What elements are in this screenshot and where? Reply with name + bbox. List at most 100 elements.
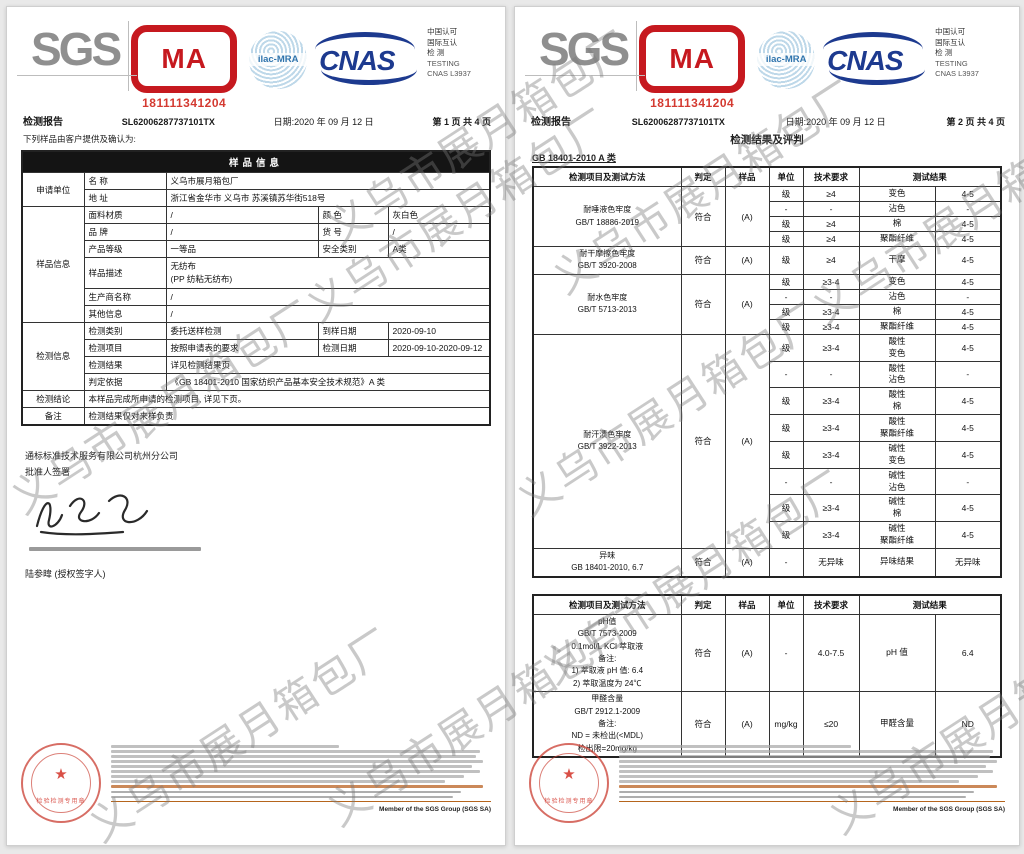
results-header-row: 检测项目及测试方法 判定 样品 单位 技术要求 测试结果 <box>532 594 1002 615</box>
unit-cell: 级 <box>768 494 804 523</box>
req-cell: ≥3-4 <box>802 303 860 320</box>
req-cell: ≥4 <box>802 186 860 202</box>
report-date: 日期:2020 年 09 月 12 日 <box>785 117 886 127</box>
result-row: 级 ≥3-4 酸性 棉 4-5 <box>533 387 1002 416</box>
section-conclusion: 检测结论 <box>21 389 85 408</box>
result-row: 耐汗渍色牢度 GB/T 3922-2013 符合 (A) 级 ≥3-4 酸性 变色 4-5 <box>532 333 1002 550</box>
sample-cell: (A) <box>724 273 770 335</box>
sample-cell: (A) <box>724 186 770 247</box>
unit-cell: 级 <box>768 186 804 202</box>
inspection-stamp-icon: ★ 检验检测专用章 <box>529 743 609 823</box>
item-cell: 耐干摩擦色牢度 GB/T 3920-2008 <box>532 246 682 275</box>
unit-cell: 级 <box>768 273 804 290</box>
disclaimer-block: Member of the SGS Group (SGS SA) <box>111 741 491 823</box>
value-safety-class: A类 <box>387 240 491 258</box>
cnas-side-line: CNAS L3937 <box>935 69 979 78</box>
item-cell: 耐汗渍色牢度 GB/T 3922-2013 <box>532 333 682 550</box>
item-cell: 耐唾液色牢度 GB/T 18886-2019 <box>532 186 682 247</box>
section-sample-info: 样品信息 <box>21 206 85 323</box>
name-cell: 棉 <box>858 303 936 320</box>
result-cell: ND <box>934 691 1002 758</box>
value-address: 浙江省金华市 义乌市 苏溪镇苏华街518号 <box>165 189 491 207</box>
value-arrival-date: 2020-09-10 <box>387 321 491 340</box>
name-cell: 碱性 变色 <box>858 440 936 469</box>
handwritten-signature <box>35 494 149 536</box>
req-cell: ≥3-4 <box>802 333 860 362</box>
value-article-no: / <box>387 223 491 241</box>
result-cell: 4-5 <box>934 333 1002 362</box>
value-producer: / <box>165 287 491 306</box>
req-cell: ≥4 <box>802 246 860 275</box>
cma-logo: MA 181111341204 <box>639 25 746 110</box>
cma-frame-icon: MA <box>131 25 238 93</box>
item-cell: 异味 GB 18401-2010, 6.7 <box>532 548 682 578</box>
cma-letters: MA <box>669 43 715 74</box>
value-test-items: 按照申请表的要求 <box>165 338 319 357</box>
intro-line: 下列样品由客户提供及确认为: <box>23 134 136 144</box>
cnas-logo: CNAS <box>315 32 418 85</box>
cma-letters: MA <box>161 43 207 74</box>
name-cell: 聚酯纤维 <box>858 318 936 335</box>
section-applicant: 申请单位 <box>21 172 85 207</box>
verdict-cell: 符合 <box>680 548 726 578</box>
stamp-text: 检验检测专用章 <box>36 799 86 805</box>
sample-cell: (A) <box>724 333 770 550</box>
result-row: - - 碱性 沾色 - <box>533 467 1002 496</box>
result-cell: 4-5 <box>934 521 1002 550</box>
name-cell: 沾色 <box>858 288 936 305</box>
name-cell: 棉 <box>858 216 936 232</box>
column-header: 单位 <box>768 594 804 615</box>
section-test-info: 检测信息 <box>21 321 85 391</box>
column-header: 判定 <box>680 594 726 615</box>
sgs-logo: SGS <box>16 20 138 92</box>
unit-cell: 级 <box>768 387 804 416</box>
name-cell: 碱性 聚酯纤维 <box>858 521 936 550</box>
ilac-mra-logo: ilac-MRA <box>246 31 311 89</box>
section-remark: 备注 <box>21 406 85 425</box>
ilac-mra-label: ilac-MRA <box>754 53 819 66</box>
signature-underline <box>29 546 201 551</box>
key-arrival-date: 到样日期 <box>317 321 389 340</box>
column-header: 判定 <box>680 166 726 187</box>
name-cell: 酸性 棉 <box>858 387 936 416</box>
key-article-no: 货 号 <box>317 223 389 241</box>
name-cell: 异味结果 <box>858 548 936 578</box>
result-cell: - <box>934 467 1002 496</box>
report-number: SL62006287737101TX <box>631 117 725 127</box>
key-color: 颜 色 <box>317 206 389 224</box>
column-header: 单位 <box>768 166 804 187</box>
req-cell: - <box>802 201 860 217</box>
result-row: 级 ≥3-4 聚酯纤维 4-5 <box>533 318 1002 335</box>
page-footer: ★ 检验检测专用章 Member of the SGS Group (SGS S… <box>21 741 491 837</box>
cnas-letters: CNAS <box>319 45 395 76</box>
value-brand: / <box>165 223 319 241</box>
value-judgement-basis: 《GB 18401-2010 国家纺织产品基本安全技术规范》A 类 <box>165 372 491 391</box>
verdict-cell: 符合 <box>680 333 726 550</box>
inspection-stamp-icon: ★ 检验检测专用章 <box>21 743 101 823</box>
name-cell: 酸性 聚酯纤维 <box>858 414 936 442</box>
report-date: 日期:2020 年 09 月 12 日 <box>273 117 374 127</box>
key-producer: 生产商名称 <box>83 287 167 306</box>
stamp-text: 检验检测专用章 <box>544 799 594 805</box>
unit-cell: - <box>768 548 804 578</box>
value-grade: 一等品 <box>165 240 319 258</box>
stamp-star-icon: ★ <box>562 766 576 783</box>
result-cell: 6.4 <box>934 613 1002 693</box>
key-test-category: 检测类别 <box>83 321 167 340</box>
req-cell: ≥3-4 <box>802 273 860 290</box>
value-test-category: 委托送样检测 <box>165 321 319 340</box>
req-cell: ≥3-4 <box>802 440 860 469</box>
result-cell: 4-5 <box>934 231 1002 247</box>
unit-cell: 级 <box>768 303 804 320</box>
req-cell: - <box>802 467 860 496</box>
cnas-logo: CNAS <box>823 32 926 85</box>
sample-cell: (A) <box>724 246 770 275</box>
column-header: 样品 <box>724 594 770 615</box>
req-cell: ≥3-4 <box>802 414 860 442</box>
name-cell: 碱性 棉 <box>858 494 936 523</box>
issuing-company-block: 通标标准技术服务有限公司杭州分公司 批准人签署 <box>7 426 505 480</box>
cnas-side-line: TESTING <box>935 58 968 68</box>
result-cell: 无异味 <box>934 548 1002 578</box>
result-cell: 4-5 <box>934 216 1002 232</box>
